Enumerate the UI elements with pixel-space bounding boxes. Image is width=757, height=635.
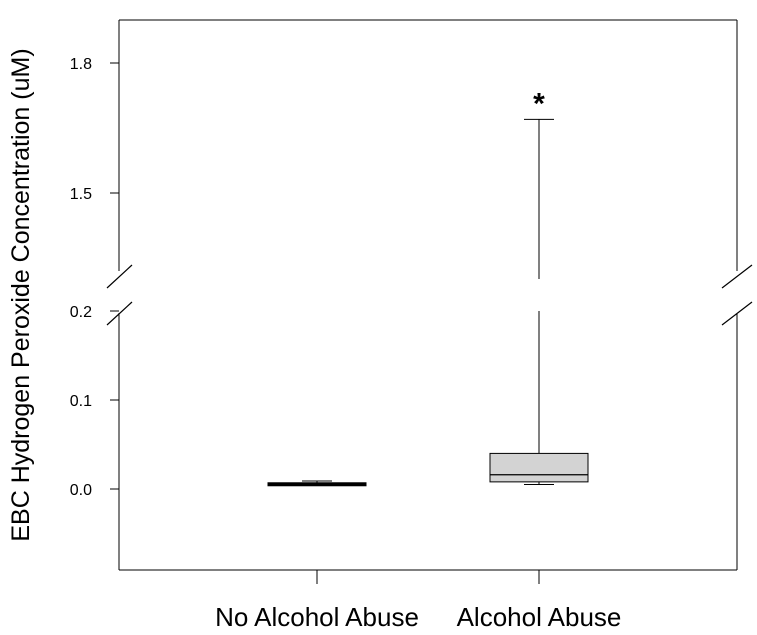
y-tick-label: 1.8 <box>70 56 92 73</box>
y-tick-label: 0.2 <box>70 304 92 321</box>
box-series: * <box>267 87 589 487</box>
x-category-label: No Alcohol Abuse <box>215 602 419 632</box>
y-axis-ticks: 0.0 0.1 0.2 1.5 1.8 <box>70 56 119 499</box>
box-iqr <box>267 482 367 487</box>
axis-break-mark-left-upper <box>106 264 133 289</box>
box-alcohol-abuse <box>489 118 589 486</box>
y-tick-label: 1.5 <box>70 186 92 203</box>
y-axis-title: EBC Hydrogen Peroxide Concentration (uM) <box>7 48 35 541</box>
box-no-alcohol-abuse <box>267 480 367 487</box>
x-category-label: Alcohol Abuse <box>457 602 622 632</box>
y-tick-label: 0.1 <box>70 393 92 410</box>
box-iqr <box>489 452 589 483</box>
x-axis-categories: No Alcohol Abuse Alcohol Abuse <box>215 570 621 632</box>
axis-break-mark-left-lower <box>106 301 133 326</box>
axis-break-mark-right-lower <box>721 301 753 326</box>
axis-break-mark-right-upper <box>721 264 753 289</box>
y-tick-label: 0.0 <box>70 482 92 499</box>
significance-asterisk: * <box>533 87 545 120</box>
